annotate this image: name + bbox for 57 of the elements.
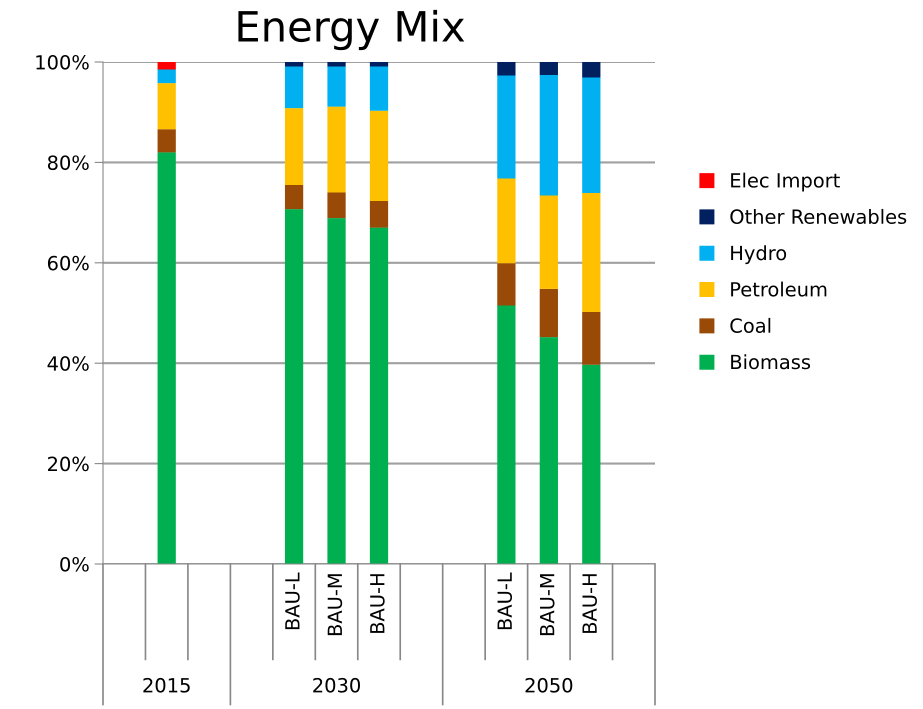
bar <box>370 228 388 564</box>
y-tick-label: 0% <box>60 556 89 572</box>
bar <box>370 110 388 202</box>
chart-title: Energy Mix <box>238 10 464 50</box>
bar <box>497 76 516 178</box>
bar <box>582 364 600 564</box>
y-tick-label: 80% <box>48 155 89 170</box>
bar <box>327 106 346 193</box>
bar <box>497 263 516 306</box>
text: 2015 <box>143 678 190 693</box>
bar <box>158 62 176 70</box>
bar <box>582 193 600 312</box>
bar <box>370 62 388 67</box>
bar <box>284 62 304 67</box>
bar <box>497 62 516 76</box>
legend-label: Hydro <box>731 245 786 264</box>
x-tick-label: BAU-L <box>498 572 512 630</box>
bar <box>370 201 388 228</box>
y-tick-label: 100% <box>36 54 89 70</box>
bar <box>284 66 304 108</box>
bar <box>327 62 346 67</box>
bar <box>327 218 346 564</box>
bar <box>327 192 346 218</box>
legend-label: Biomass <box>731 354 810 370</box>
bar <box>540 75 558 196</box>
bar <box>327 66 346 107</box>
y-tick-label: 60% <box>48 256 89 270</box>
y-tick-label: 20% <box>48 456 89 472</box>
legend-label: Elec Import <box>731 172 840 192</box>
text: 2030 <box>313 678 360 693</box>
bar <box>497 305 516 564</box>
bar <box>158 70 176 84</box>
bar <box>540 62 558 76</box>
bar <box>158 83 176 130</box>
legend-label: Coal <box>730 318 770 333</box>
bar <box>284 184 304 210</box>
bar <box>284 108 304 185</box>
x-tick-label: BAU-H <box>370 574 385 633</box>
text: 2050 <box>526 678 572 693</box>
bar <box>284 209 304 564</box>
bar <box>158 152 176 564</box>
bar <box>540 196 558 289</box>
y-tick-label: 40% <box>48 356 89 371</box>
bar <box>582 62 600 78</box>
x-tick-label: BAU-M <box>328 574 342 636</box>
x-tick-label: BAU-H <box>582 574 597 633</box>
bar <box>582 78 600 194</box>
bar <box>497 178 516 264</box>
bar <box>540 337 558 564</box>
x-tick-label: BAU-L <box>285 572 300 630</box>
bar <box>158 129 176 152</box>
bar <box>540 288 558 338</box>
x-tick-label: BAU-M <box>540 574 554 636</box>
legend-label: Other Renewables <box>730 208 906 224</box>
bar <box>582 312 600 365</box>
legend-label: Petroleum <box>731 282 826 297</box>
bar <box>370 66 388 111</box>
